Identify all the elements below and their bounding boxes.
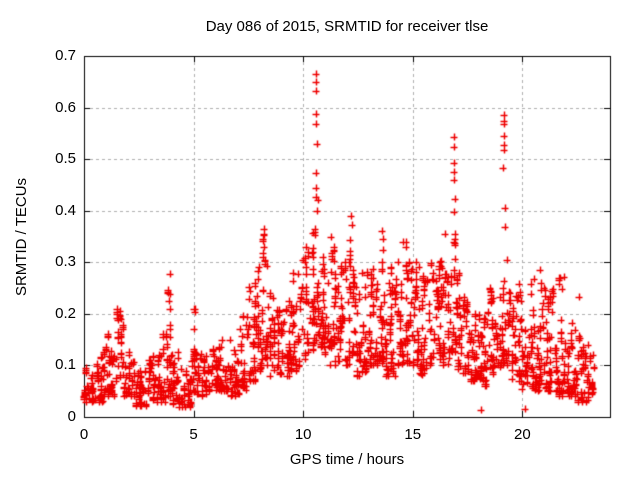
y-tick-label: 0.1 (55, 356, 76, 374)
y-tick-label: 0.4 (55, 201, 76, 219)
y-tick-label: 0.5 (55, 150, 76, 168)
y-tick-label: 0.2 (55, 304, 76, 322)
y-tick-label: 0.7 (55, 47, 76, 64)
x-tick-label: 0 (79, 426, 89, 443)
chart-title: Day 086 of 2015, SRMTID for receiver tls… (205, 18, 489, 35)
y-axis-label: SRMTID / TECUs (13, 177, 30, 297)
x-tick-label: 5 (189, 426, 198, 443)
y-tick-label: 0.6 (55, 98, 76, 116)
x-tick-label: 15 (404, 426, 422, 443)
y-tick-label: 0.3 (55, 253, 76, 271)
x-axis-label: GPS time / hours (289, 451, 405, 468)
y-tick-label: 0 (67, 408, 76, 425)
x-tick-label: 20 (513, 426, 531, 443)
x-tick-label: 10 (294, 426, 312, 443)
